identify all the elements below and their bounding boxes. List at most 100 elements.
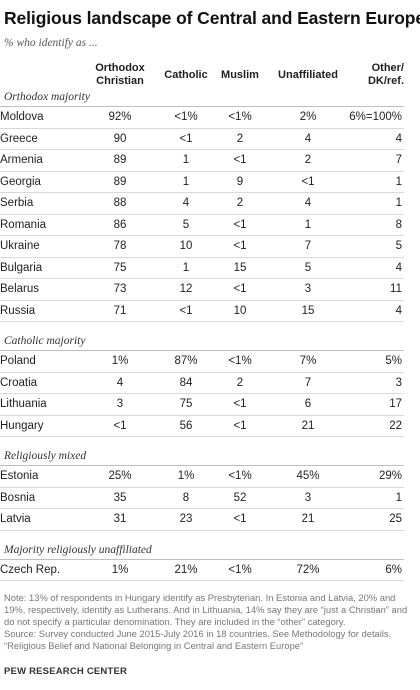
- country-cell: Serbia: [0, 192, 80, 215]
- value-cell: <1: [212, 278, 268, 301]
- table-row: Romania 86 5 <1 1 8: [0, 214, 404, 236]
- table-row: Georgia 89 1 9 <1 1: [0, 171, 404, 193]
- value-cell: 4: [80, 372, 160, 394]
- table-row: Ukraine 78 10 <1 7 5: [0, 235, 404, 258]
- value-cell: 1%: [160, 465, 212, 488]
- group-label: Majority religiously unaffiliated: [0, 540, 404, 560]
- value-cell: 4: [268, 128, 348, 150]
- value-cell: <1: [268, 171, 348, 193]
- group-header-row: Majority religiously unaffiliated: [0, 540, 404, 560]
- value-cell: 3: [268, 487, 348, 509]
- value-cell: 75: [80, 257, 160, 279]
- value-cell: 72%: [268, 559, 348, 581]
- value-cell: 1: [348, 192, 404, 215]
- header-line: Orthodox: [95, 62, 145, 74]
- header-line: Unaffiliated: [278, 68, 338, 81]
- value-cell: 6: [268, 393, 348, 416]
- table-row: Czech Rep. 1% 21% <1% 72% 6%: [0, 559, 404, 581]
- group-header-row: Orthodox majority: [0, 88, 404, 107]
- value-cell: 73: [80, 278, 160, 301]
- value-cell: 2: [212, 192, 268, 215]
- table-row: Belarus 73 12 <1 3 11: [0, 278, 404, 301]
- country-cell: Bosnia: [0, 487, 80, 509]
- data-table: Orthodox Christian Catholic Muslim Unaffi…: [0, 62, 404, 581]
- value-cell: 6%: [348, 559, 404, 581]
- value-cell: 15: [212, 257, 268, 279]
- value-cell: 92%: [80, 106, 160, 129]
- value-cell: 3: [268, 278, 348, 301]
- value-cell: 8: [160, 487, 212, 509]
- group-label: Religiously mixed: [0, 447, 404, 466]
- table-row: Armenia 89 1 <1 2 7: [0, 149, 404, 172]
- value-cell: 89: [80, 171, 160, 193]
- group-header-row: Catholic majority: [0, 332, 404, 351]
- value-cell: 31: [80, 508, 160, 531]
- table-row: Poland 1% 87% <1% 7% 5%: [0, 350, 404, 373]
- group-label: Orthodox majority: [0, 88, 404, 107]
- table-row: Serbia 88 4 2 4 1: [0, 192, 404, 215]
- value-cell: 10: [212, 300, 268, 322]
- country-cell: Poland: [0, 350, 80, 373]
- header-row: Orthodox Christian Catholic Muslim Unaffi…: [0, 62, 404, 88]
- value-cell: 1: [160, 257, 212, 279]
- value-cell: 9: [212, 171, 268, 193]
- table-row: Estonia 25% 1% <1% 45% 29%: [0, 465, 404, 488]
- value-cell: 3: [80, 393, 160, 416]
- value-cell: <1%: [160, 106, 212, 129]
- value-cell: 4: [348, 128, 404, 150]
- source-text: Source: Survey conducted June 2015-July …: [4, 628, 392, 639]
- country-cell: Bulgaria: [0, 257, 80, 279]
- table-body: Orthodox majority Moldova 92% <1% <1% 2% 6%=10…: [0, 88, 404, 581]
- table-row: Bosnia 35 8 52 3 1: [0, 487, 404, 509]
- value-cell: 78: [80, 235, 160, 258]
- header-muslim: Muslim: [212, 62, 268, 88]
- value-cell: 7: [348, 149, 404, 172]
- value-cell: 1: [348, 487, 404, 509]
- value-cell: 1%: [80, 350, 160, 373]
- value-cell: 1: [348, 171, 404, 193]
- value-cell: 56: [160, 415, 212, 437]
- value-cell: 11: [348, 278, 404, 301]
- value-cell: 21: [268, 508, 348, 531]
- note-text: Note: 13% of respondents in Hungary iden…: [4, 592, 408, 627]
- value-cell: <1: [212, 235, 268, 258]
- country-cell: Latvia: [0, 508, 80, 531]
- country-cell: Armenia: [0, 149, 80, 172]
- value-cell: 89: [80, 149, 160, 172]
- value-cell: 25%: [80, 465, 160, 488]
- country-cell: Lithuania: [0, 393, 80, 416]
- value-cell: 5: [268, 257, 348, 279]
- value-cell: 8: [348, 214, 404, 236]
- value-cell: 6%=100%: [348, 106, 404, 129]
- value-cell: 1: [268, 214, 348, 236]
- value-cell: 45%: [268, 465, 348, 488]
- table-row: Greece 90 <1 2 4 4: [0, 128, 404, 150]
- value-cell: 7: [268, 235, 348, 258]
- country-cell: Estonia: [0, 465, 80, 488]
- value-cell: <1: [212, 393, 268, 416]
- value-cell: 5: [348, 235, 404, 258]
- value-cell: 5: [160, 214, 212, 236]
- value-cell: 21%: [160, 559, 212, 581]
- header-catholic: Catholic: [160, 62, 212, 88]
- value-cell: 29%: [348, 465, 404, 488]
- header-orthodox: Orthodox Christian: [80, 62, 160, 88]
- value-cell: <1: [160, 128, 212, 150]
- value-cell: 1: [160, 171, 212, 193]
- value-cell: 88: [80, 192, 160, 215]
- country-cell: Hungary: [0, 415, 80, 437]
- value-cell: 52: [212, 487, 268, 509]
- country-cell: Greece: [0, 128, 80, 150]
- chart-subtitle: % who identify as ...: [4, 37, 98, 49]
- country-cell: Belarus: [0, 278, 80, 301]
- group-spacer: [0, 437, 404, 448]
- value-cell: 5%: [348, 350, 404, 373]
- value-cell: 7%: [268, 350, 348, 373]
- header-line: DK/ref.: [367, 75, 404, 87]
- value-cell: 4: [268, 192, 348, 215]
- value-cell: 4: [348, 300, 404, 322]
- value-cell: <1: [212, 149, 268, 172]
- country-cell: Georgia: [0, 171, 80, 193]
- country-cell: Czech Rep.: [0, 559, 80, 581]
- country-cell: Romania: [0, 214, 80, 236]
